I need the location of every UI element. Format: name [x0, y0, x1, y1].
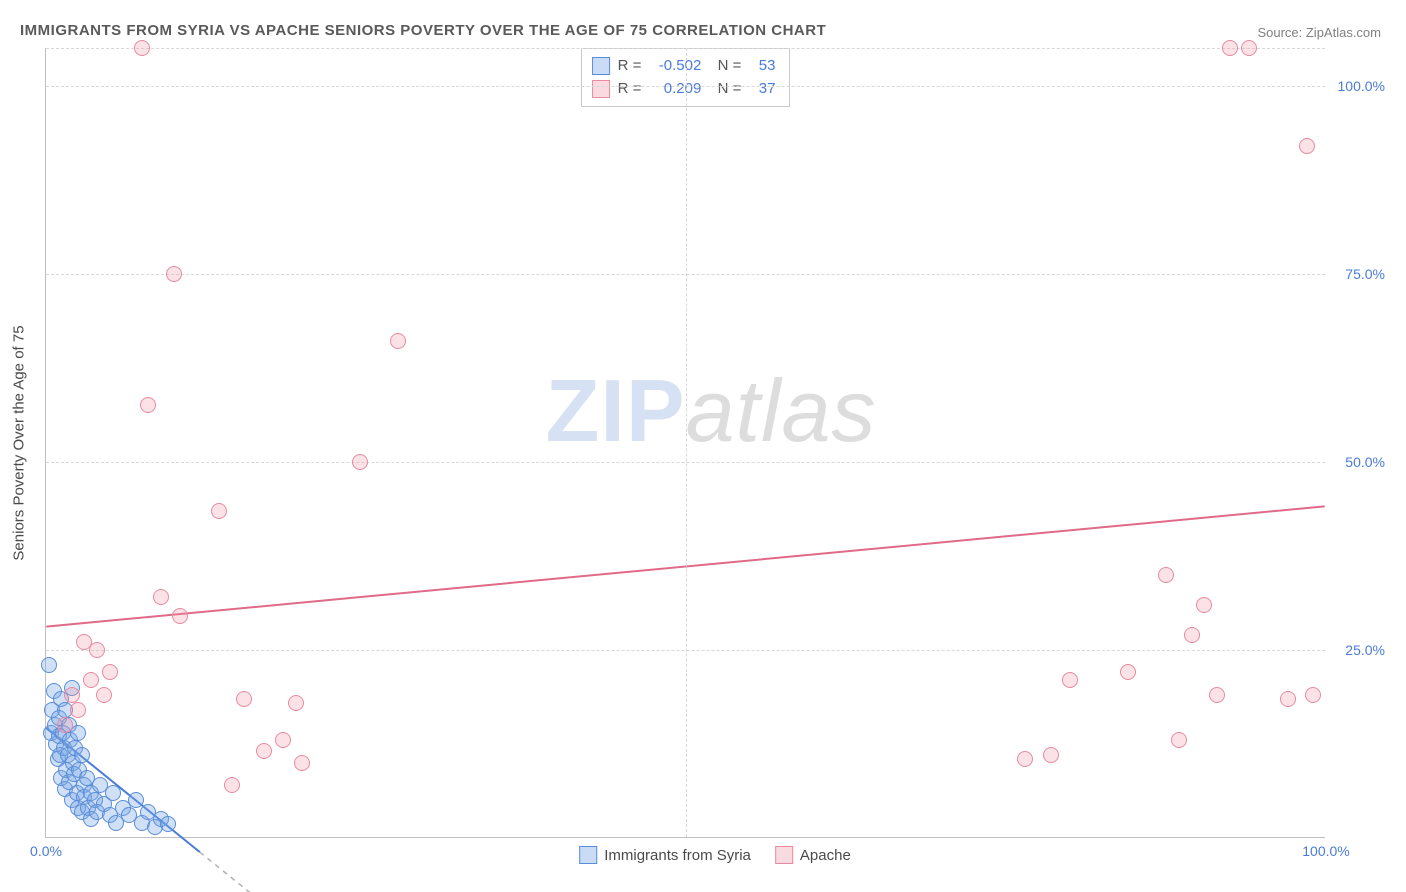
watermark-zip: ZIP [546, 361, 686, 460]
corr-r-label: R = [618, 55, 642, 78]
scatter-point [160, 816, 176, 832]
legend-label: Immigrants from Syria [604, 847, 751, 864]
scatter-point [1241, 40, 1257, 56]
scatter-point [275, 732, 291, 748]
watermark: ZIPatlas [546, 360, 877, 462]
scatter-point [1171, 732, 1187, 748]
scatter-point [134, 40, 150, 56]
scatter-point [140, 397, 156, 413]
corr-n-label: N = [709, 55, 741, 78]
scatter-point [70, 702, 86, 718]
scatter-point [166, 266, 182, 282]
correlation-legend-row: R = -0.502 N = 53 [592, 55, 776, 78]
y-tick-label: 100.0% [1338, 78, 1385, 94]
scatter-point [74, 747, 90, 763]
scatter-point [1222, 40, 1238, 56]
scatter-point [41, 657, 57, 673]
scatter-point [1017, 751, 1033, 767]
scatter-point [1209, 687, 1225, 703]
scatter-point [1043, 747, 1059, 763]
source-prefix: Source: [1257, 25, 1305, 40]
scatter-point [89, 642, 105, 658]
y-tick-label: 25.0% [1345, 642, 1385, 658]
corr-n-value: 37 [749, 78, 775, 101]
legend-item: Apache [775, 846, 851, 864]
scatter-point [83, 672, 99, 688]
source-link[interactable]: ZipAtlas.com [1306, 25, 1381, 40]
y-tick-label: 75.0% [1345, 266, 1385, 282]
watermark-atlas: atlas [686, 361, 877, 460]
scatter-point [1196, 597, 1212, 613]
scatter-point [288, 695, 304, 711]
scatter-point [1120, 664, 1136, 680]
scatter-point [1158, 567, 1174, 583]
legend-swatch [775, 846, 793, 864]
scatter-point [1184, 627, 1200, 643]
y-axis-label: Seniors Poverty Over the Age of 75 [11, 325, 28, 560]
plot-area: ZIPatlas R = -0.502 N = 53R = 0.209 N = … [45, 48, 1325, 838]
scatter-point [256, 743, 272, 759]
scatter-point [57, 717, 73, 733]
scatter-point [1299, 138, 1315, 154]
source-attribution: Source: ZipAtlas.com [1257, 25, 1381, 40]
scatter-point [64, 687, 80, 703]
scatter-point [294, 755, 310, 771]
corr-r-value: 0.209 [649, 78, 701, 101]
scatter-point [1305, 687, 1321, 703]
scatter-point [1280, 691, 1296, 707]
correlation-legend-row: R = 0.209 N = 37 [592, 78, 776, 101]
legend-swatch [592, 80, 610, 98]
scatter-point [172, 608, 188, 624]
scatter-point [153, 589, 169, 605]
corr-r-label: R = [618, 78, 642, 101]
corr-n-value: 53 [749, 55, 775, 78]
x-tick-label: 100.0% [1302, 843, 1349, 859]
chart-container: Seniors Poverty Over the Age of 75 ZIPat… [45, 48, 1385, 838]
legend-item: Immigrants from Syria [579, 846, 751, 864]
scatter-point [211, 503, 227, 519]
series-legend: Immigrants from Syria Apache [579, 846, 851, 864]
scatter-point [236, 691, 252, 707]
x-tick-label: 0.0% [30, 843, 62, 859]
scatter-point [96, 687, 112, 703]
legend-label: Apache [800, 847, 851, 864]
scatter-point [105, 785, 121, 801]
scatter-point [1062, 672, 1078, 688]
gridline-vertical [686, 48, 687, 837]
trendline-extension [200, 852, 262, 892]
scatter-point [102, 664, 118, 680]
y-tick-label: 50.0% [1345, 454, 1385, 470]
legend-swatch [579, 846, 597, 864]
scatter-point [352, 454, 368, 470]
scatter-point [390, 333, 406, 349]
scatter-point [224, 777, 240, 793]
corr-n-label: N = [709, 78, 741, 101]
legend-swatch [592, 57, 610, 75]
corr-r-value: -0.502 [649, 55, 701, 78]
chart-title: IMMIGRANTS FROM SYRIA VS APACHE SENIORS … [20, 22, 826, 39]
